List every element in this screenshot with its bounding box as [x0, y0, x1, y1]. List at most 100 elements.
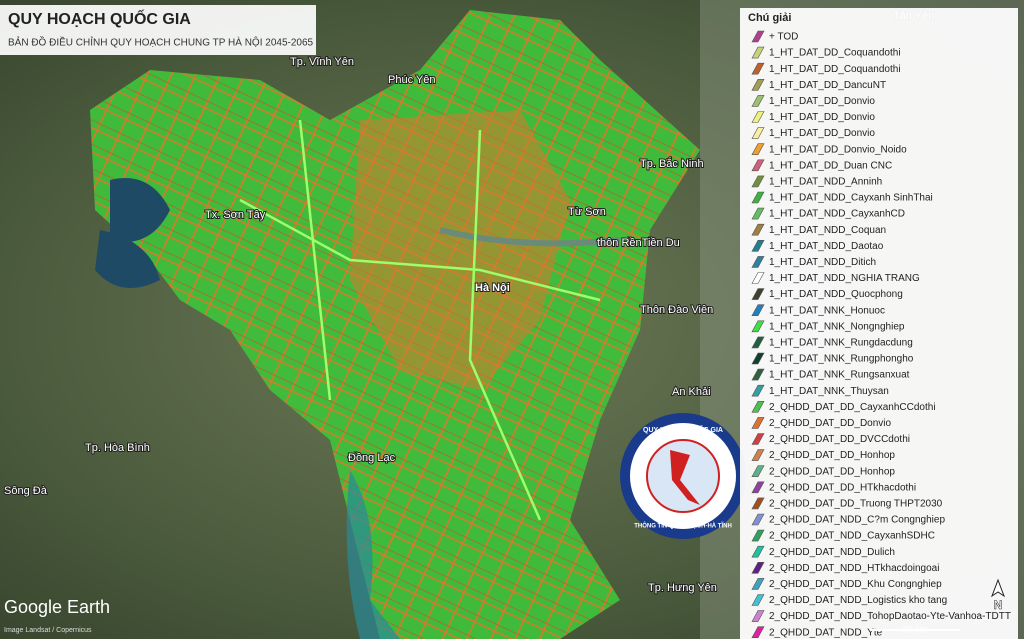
legend-swatch: [751, 304, 765, 316]
scale-label: 30 km: [903, 624, 928, 634]
main-roads: [239, 119, 601, 521]
legend-label: 1_HT_DAT_NDD_Daotao: [769, 241, 884, 252]
legend-label: 2_QHDD_DAT_NDD_TohopDaotao-Yte-Vanhoa-TD…: [769, 611, 1011, 622]
logo: QUY HOẠCH QUỐC GIA THÔNG TIN QUY HOẠCH-H…: [620, 413, 746, 539]
legend-label: 1_HT_DAT_NNK_Rungsanxuat: [769, 370, 910, 381]
legend-swatch: [751, 127, 765, 139]
legend-swatch: [751, 352, 765, 365]
legend-label: + TOD: [769, 32, 798, 43]
legend-swatch: [751, 79, 765, 91]
place-label: Thôn Đào Viên: [640, 304, 713, 316]
legend-swatch: [751, 401, 765, 413]
legend-label: 2_QHDD_DAT_NDD_C?m Congnghiep: [769, 515, 945, 526]
legend-label: 2_QHDD_DAT_NDD_Yte: [769, 627, 883, 638]
legend-label: 1_HT_DAT_NDD_Quocphong: [769, 289, 903, 300]
legend-label: 2_QHDD_DAT_DD_DVCCdothi: [769, 434, 910, 445]
place-label: Hà Nội: [475, 282, 510, 294]
aquaculture: [346, 470, 400, 639]
legend-label: 2_QHDD_DAT_NDD_Logistics kho tang: [769, 595, 947, 606]
legend-swatch: [751, 111, 765, 123]
place-label: Từ Sơn: [568, 206, 606, 218]
legend-swatch: [751, 384, 765, 397]
place-label: Phúc Yên: [388, 74, 436, 86]
legend-label: 1_HT_DAT_NDD_Anninh: [769, 177, 882, 188]
place-label: An Khải: [672, 386, 711, 398]
legend-swatch: [751, 449, 765, 461]
legend-swatch: [751, 223, 765, 236]
legend-label: 1_HT_DAT_NNK_Rungdacdung: [769, 338, 913, 349]
legend-label: 2_QHDD_DAT_NDD_Khu Congnghiep: [769, 579, 942, 590]
lake: [95, 178, 170, 288]
legend-label: 1_HT_DAT_NDD_Ditich: [769, 257, 876, 268]
place-label: Tp. Hòa Bình: [85, 442, 150, 454]
legend-label: 1_HT_DAT_NDD_Coquan: [769, 225, 886, 236]
brand: Google Earth: [4, 597, 110, 617]
legend-title: Chú giải: [748, 12, 791, 24]
logo-bottom: THÔNG TIN QUY HOẠCH-HÀ TĨNH: [634, 522, 732, 530]
urban-core: [350, 110, 570, 390]
legend-label: 1_HT_DAT_DD_Donvio: [769, 128, 875, 139]
legend-swatch: [751, 545, 765, 558]
legend-swatch: [751, 417, 765, 429]
place-label: thôn RềnTiền Du: [597, 237, 680, 249]
place-label: Đồng Lạc: [348, 452, 396, 464]
legend-label: 2_QHDD_DAT_DD_Donvio: [769, 418, 892, 429]
legend-swatch: [751, 159, 765, 172]
legend-swatch: [751, 562, 765, 574]
legend-label: 2_QHDD_DAT_NDD_Dulich: [769, 547, 895, 558]
legend-label: 1_HT_DAT_NDD_NGHIA TRANG: [769, 273, 920, 284]
logo-top: QUY HOẠCH QUỐC GIA: [643, 424, 723, 434]
legend-swatch: [751, 288, 765, 300]
legend-swatch: [751, 626, 765, 638]
north-label: N: [994, 598, 1003, 612]
legend-swatch: [751, 30, 765, 43]
legend-label: 1_HT_DAT_DD_Donvio_Noido: [769, 144, 907, 155]
legend-label: 1_HT_DAT_NDD_CayxanhCD: [769, 209, 905, 220]
subtitle: BẢN ĐỒ ĐIỀU CHỈNH QUY HOẠCH CHUNG TP HÀ …: [8, 36, 314, 49]
legend-swatch: [751, 62, 765, 75]
legend-label: 2_QHDD_DAT_DD_Honhop: [769, 466, 895, 477]
legend-label: 1_HT_DAT_NNK_Nongnghiep: [769, 321, 905, 332]
legend-swatch: [751, 256, 765, 268]
legend-swatch: [751, 368, 765, 381]
place-label: Tp. Bắc Ninh: [640, 157, 704, 170]
legend-swatch: [751, 320, 765, 333]
legend-label: 2_QHDD_DAT_DD_Honhop: [769, 450, 895, 461]
legend-items: + TOD 1_HT_DAT_DD_Coquandothi 1_HT_DAT_DD_…: [751, 30, 1011, 638]
legend-label: 1_HT_DAT_DD_Coquandothi: [769, 64, 901, 75]
legend-label: 1_HT_DAT_NNK_Thuysan: [769, 386, 889, 397]
legend-swatch: [751, 465, 765, 477]
legend-label: 1_HT_DAT_NDD_Cayxanh SinhThai: [769, 193, 933, 204]
legend-swatch: [751, 207, 765, 220]
legend-swatch: [751, 240, 765, 252]
legend-swatch: [751, 513, 765, 526]
credit: Image Landsat / Copernicus: [4, 627, 92, 634]
title-box: [0, 5, 316, 55]
legend-swatch: [751, 578, 765, 590]
north-arrow: [990, 578, 1006, 598]
legend-label: 1_HT_DAT_DD_Coquandothi: [769, 48, 901, 59]
legend-swatch: [751, 497, 765, 510]
legend-swatch: [751, 46, 765, 59]
legend-swatch: [751, 272, 765, 284]
legend-label: 1_HT_DAT_DD_Donvio: [769, 112, 875, 123]
place-label: Tx. Sơn Tây: [205, 209, 266, 221]
place-label: Tp. Hưng Yên: [648, 582, 717, 594]
legend-label: 1_HT_DAT_DD_Duan CNC: [769, 160, 892, 171]
legend-label: 1_HT_DAT_NNK_Honuoc: [769, 305, 885, 316]
legend-swatch: [751, 481, 765, 494]
legend-swatch: [751, 594, 765, 606]
legend-label: 2_QHDD_DAT_DD_HTkhacdothi: [769, 482, 916, 493]
legend-label: 2_QHDD_DAT_DD_CayxanhCCdothi: [769, 402, 936, 413]
legend-label: 2_QHDD_DAT_NDD_CayxanhSDHC: [769, 531, 935, 542]
legend-label: 2_QHDD_DAT_NDD_HTkhacdoingoai: [769, 563, 939, 574]
river: [439, 227, 621, 247]
legend-label: 2_QHDD_DAT_DD_Truong THPT2030: [769, 499, 943, 510]
legend-label: 1_HT_DAT_NNK_Rungphongho: [769, 354, 914, 365]
legend-swatch: [751, 610, 765, 622]
legend-swatch: [751, 175, 765, 188]
legend-label: 1_HT_DAT_DD_Donvio: [769, 96, 875, 107]
legend-swatch: [751, 529, 765, 542]
legend-swatch: [751, 143, 765, 155]
